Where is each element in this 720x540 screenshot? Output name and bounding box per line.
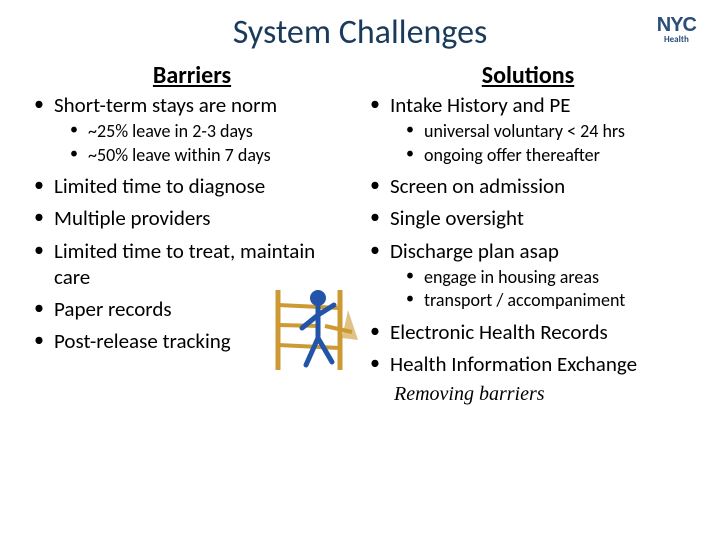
logo-nyc-text: NYC [657, 16, 696, 34]
solutions-header: Solutions [364, 61, 692, 90]
solution-subitem: engage in housing areas [390, 266, 692, 289]
barrier-item: Limited time to diagnose [28, 173, 356, 199]
barriers-header: Barriers [28, 61, 356, 90]
caption-text: Removing barriers [394, 383, 692, 406]
solution-item: Health Information Exchange [364, 351, 692, 377]
solution-item: Electronic Health Records [364, 319, 692, 345]
slide: NYC Health System Challenges Barriers Sh… [0, 0, 720, 418]
solution-text: Intake History and PE [390, 92, 570, 118]
two-column-layout: Barriers Short-term stays are norm ~25% … [24, 61, 696, 406]
solutions-list: Intake History and PE universal voluntar… [364, 92, 692, 377]
solution-sublist: universal voluntary < 24 hrs ongoing off… [390, 120, 692, 167]
solution-subitem: transport / accompaniment [390, 289, 692, 312]
solutions-column: Solutions Intake History and PE universa… [360, 61, 696, 406]
barrier-item: Multiple providers [28, 205, 356, 231]
solution-item: Single oversight [364, 205, 692, 231]
solution-subitem: ongoing offer thereafter [390, 144, 692, 167]
barrier-subitem: ~50% leave within 7 days [54, 144, 356, 167]
solution-item: Intake History and PE universal voluntar… [364, 92, 692, 167]
solution-item: Discharge plan asap engage in housing ar… [364, 238, 692, 313]
barrier-sublist: ~25% leave in 2-3 days ~50% leave within… [54, 120, 356, 167]
nyc-health-logo: NYC Health [657, 16, 696, 45]
barrier-subitem: ~25% leave in 2-3 days [54, 120, 356, 143]
solution-text: Discharge plan asap [390, 238, 559, 264]
barrier-text: Short-term stays are norm [54, 92, 277, 118]
slide-title: System Challenges [24, 12, 696, 53]
solution-subitem: universal voluntary < 24 hrs [390, 120, 692, 143]
solution-sublist: engage in housing areas transport / acco… [390, 266, 692, 313]
barrier-breaker-clipart-icon [270, 270, 360, 390]
solution-item: Screen on admission [364, 173, 692, 199]
barrier-item: Short-term stays are norm ~25% leave in … [28, 92, 356, 167]
